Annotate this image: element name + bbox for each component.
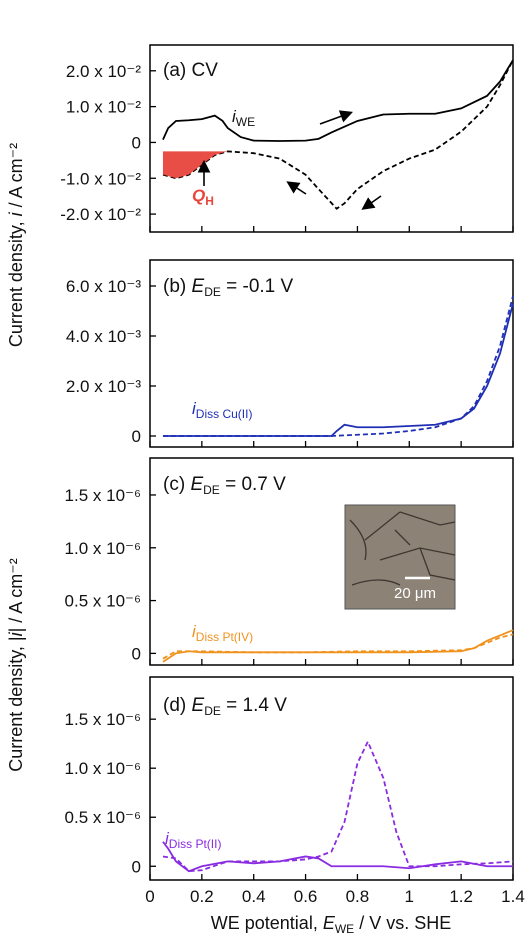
label-part: Diss Cu(II) (196, 407, 253, 421)
label-part: WE (236, 115, 255, 129)
inset-frame (344, 504, 456, 610)
y-tick-label: 2.0 x 10⁻³ (66, 377, 141, 396)
y-tick-label: 2.0 x 10⁻² (66, 62, 141, 81)
inset-micrograph: 20 μm (344, 504, 456, 610)
arrows (197, 110, 382, 210)
label-part: E (192, 695, 205, 716)
y-tick-label: 0 (132, 427, 141, 446)
series-label: iWE (232, 107, 255, 129)
x-axis-label: WE potential, EWE / V vs. SHE (211, 913, 451, 936)
label-part: WE (335, 922, 354, 936)
y-tick-label: 1.5 x 10⁻⁶ (65, 710, 141, 729)
y-tick-label: 1.5 x 10⁻⁶ (65, 486, 141, 505)
data-line (162, 59, 514, 142)
data-line (162, 59, 514, 210)
plot-frame (149, 457, 514, 666)
y-tick-label: 1.0 x 10⁻⁶ (65, 539, 141, 558)
label-part: E (192, 276, 205, 297)
scale-label: 20 μm (394, 585, 436, 602)
y-tick-label: 0 (132, 644, 141, 663)
series-label: iDiss Cu(II) (192, 399, 252, 421)
y-tick-label: 0.5 x 10⁻⁶ (65, 808, 141, 827)
panel-label: (a) CV (163, 60, 218, 81)
series-label: iDiss Pt(II) (165, 829, 221, 851)
charge-label: QH (192, 186, 214, 208)
label-part: i (6, 211, 26, 216)
cracks (349, 511, 456, 586)
label-part: / V vs. SHE (354, 913, 451, 933)
arrow (361, 195, 382, 210)
label-part: | / A cm⁻² (6, 558, 26, 632)
label-part: Diss Pt(II) (169, 837, 222, 851)
y-axis-label: Current density, |i| / A cm⁻² (6, 558, 26, 772)
label-part: DE (204, 285, 221, 299)
y-tick-label: -1.0 x 10⁻² (60, 169, 141, 188)
label-part: DE (203, 483, 220, 497)
label-part: = -0.1 V (221, 276, 294, 297)
label-part: i (232, 107, 237, 126)
data-line (162, 739, 514, 873)
x-tick-label: 0.2 (190, 887, 214, 906)
label-part: (b) (163, 276, 192, 297)
panel-label: (b) EDE = -0.1 V (163, 276, 294, 299)
series-label: iDiss Pt(IV) (192, 622, 253, 644)
label-part: Diss Pt(IV) (196, 630, 253, 644)
data-line (162, 303, 514, 437)
label-part: (d) (163, 695, 192, 716)
x-tick-label: 1 (405, 887, 414, 906)
arrow (319, 110, 354, 125)
plot-frame (149, 676, 514, 881)
data-line (162, 629, 514, 663)
y-tick-label: -2.0 x 10⁻² (60, 205, 141, 224)
label-part: Current density, | (6, 636, 26, 771)
y-tick-label: 1.0 x 10⁻⁶ (65, 759, 141, 778)
label-part: i (165, 829, 170, 848)
x-tick-label: 1.2 (449, 887, 473, 906)
panel-label: (c) EDE = 0.7 V (163, 474, 286, 497)
label-part: E (323, 913, 336, 933)
y-axis-label: Current density, i / A cm⁻² (6, 143, 26, 347)
panel-label: (d) EDE = 1.4 V (163, 695, 287, 718)
label-part: H (205, 194, 214, 208)
plot-frame (149, 259, 514, 448)
x-tick-label: 0.6 (294, 887, 318, 906)
label-part: i (6, 631, 26, 636)
label-part: = 0.7 V (220, 474, 286, 495)
arrow (286, 181, 307, 195)
label-part: E (190, 474, 203, 495)
label-part: Current density, (6, 216, 26, 347)
x-tick-label: 0.8 (346, 887, 370, 906)
label-part: = 1.4 V (221, 695, 287, 716)
label-part: i (192, 399, 197, 418)
y-tick-label: 4.0 x 10⁻³ (66, 327, 141, 346)
charge-area (162, 151, 228, 179)
y-tick-label: 6.0 x 10⁻³ (66, 277, 141, 296)
x-tick-label: 1.4 (501, 887, 525, 906)
x-tick-label: 0 (145, 887, 154, 906)
label-part: WE potential, (211, 913, 323, 933)
label-part: DE (204, 704, 221, 718)
label-part: Q (192, 186, 205, 205)
label-part: (c) (163, 474, 190, 495)
y-tick-label: 0 (132, 133, 141, 152)
label-part: / A cm⁻² (6, 143, 26, 213)
y-tick-label: 0 (132, 857, 141, 876)
label-part: i (192, 622, 197, 641)
y-tick-label: 0.5 x 10⁻⁶ (65, 592, 141, 611)
y-tick-label: 1.0 x 10⁻² (66, 98, 141, 117)
plot-frame (149, 44, 514, 233)
x-tick-label: 0.4 (242, 887, 266, 906)
data-line (162, 841, 513, 873)
